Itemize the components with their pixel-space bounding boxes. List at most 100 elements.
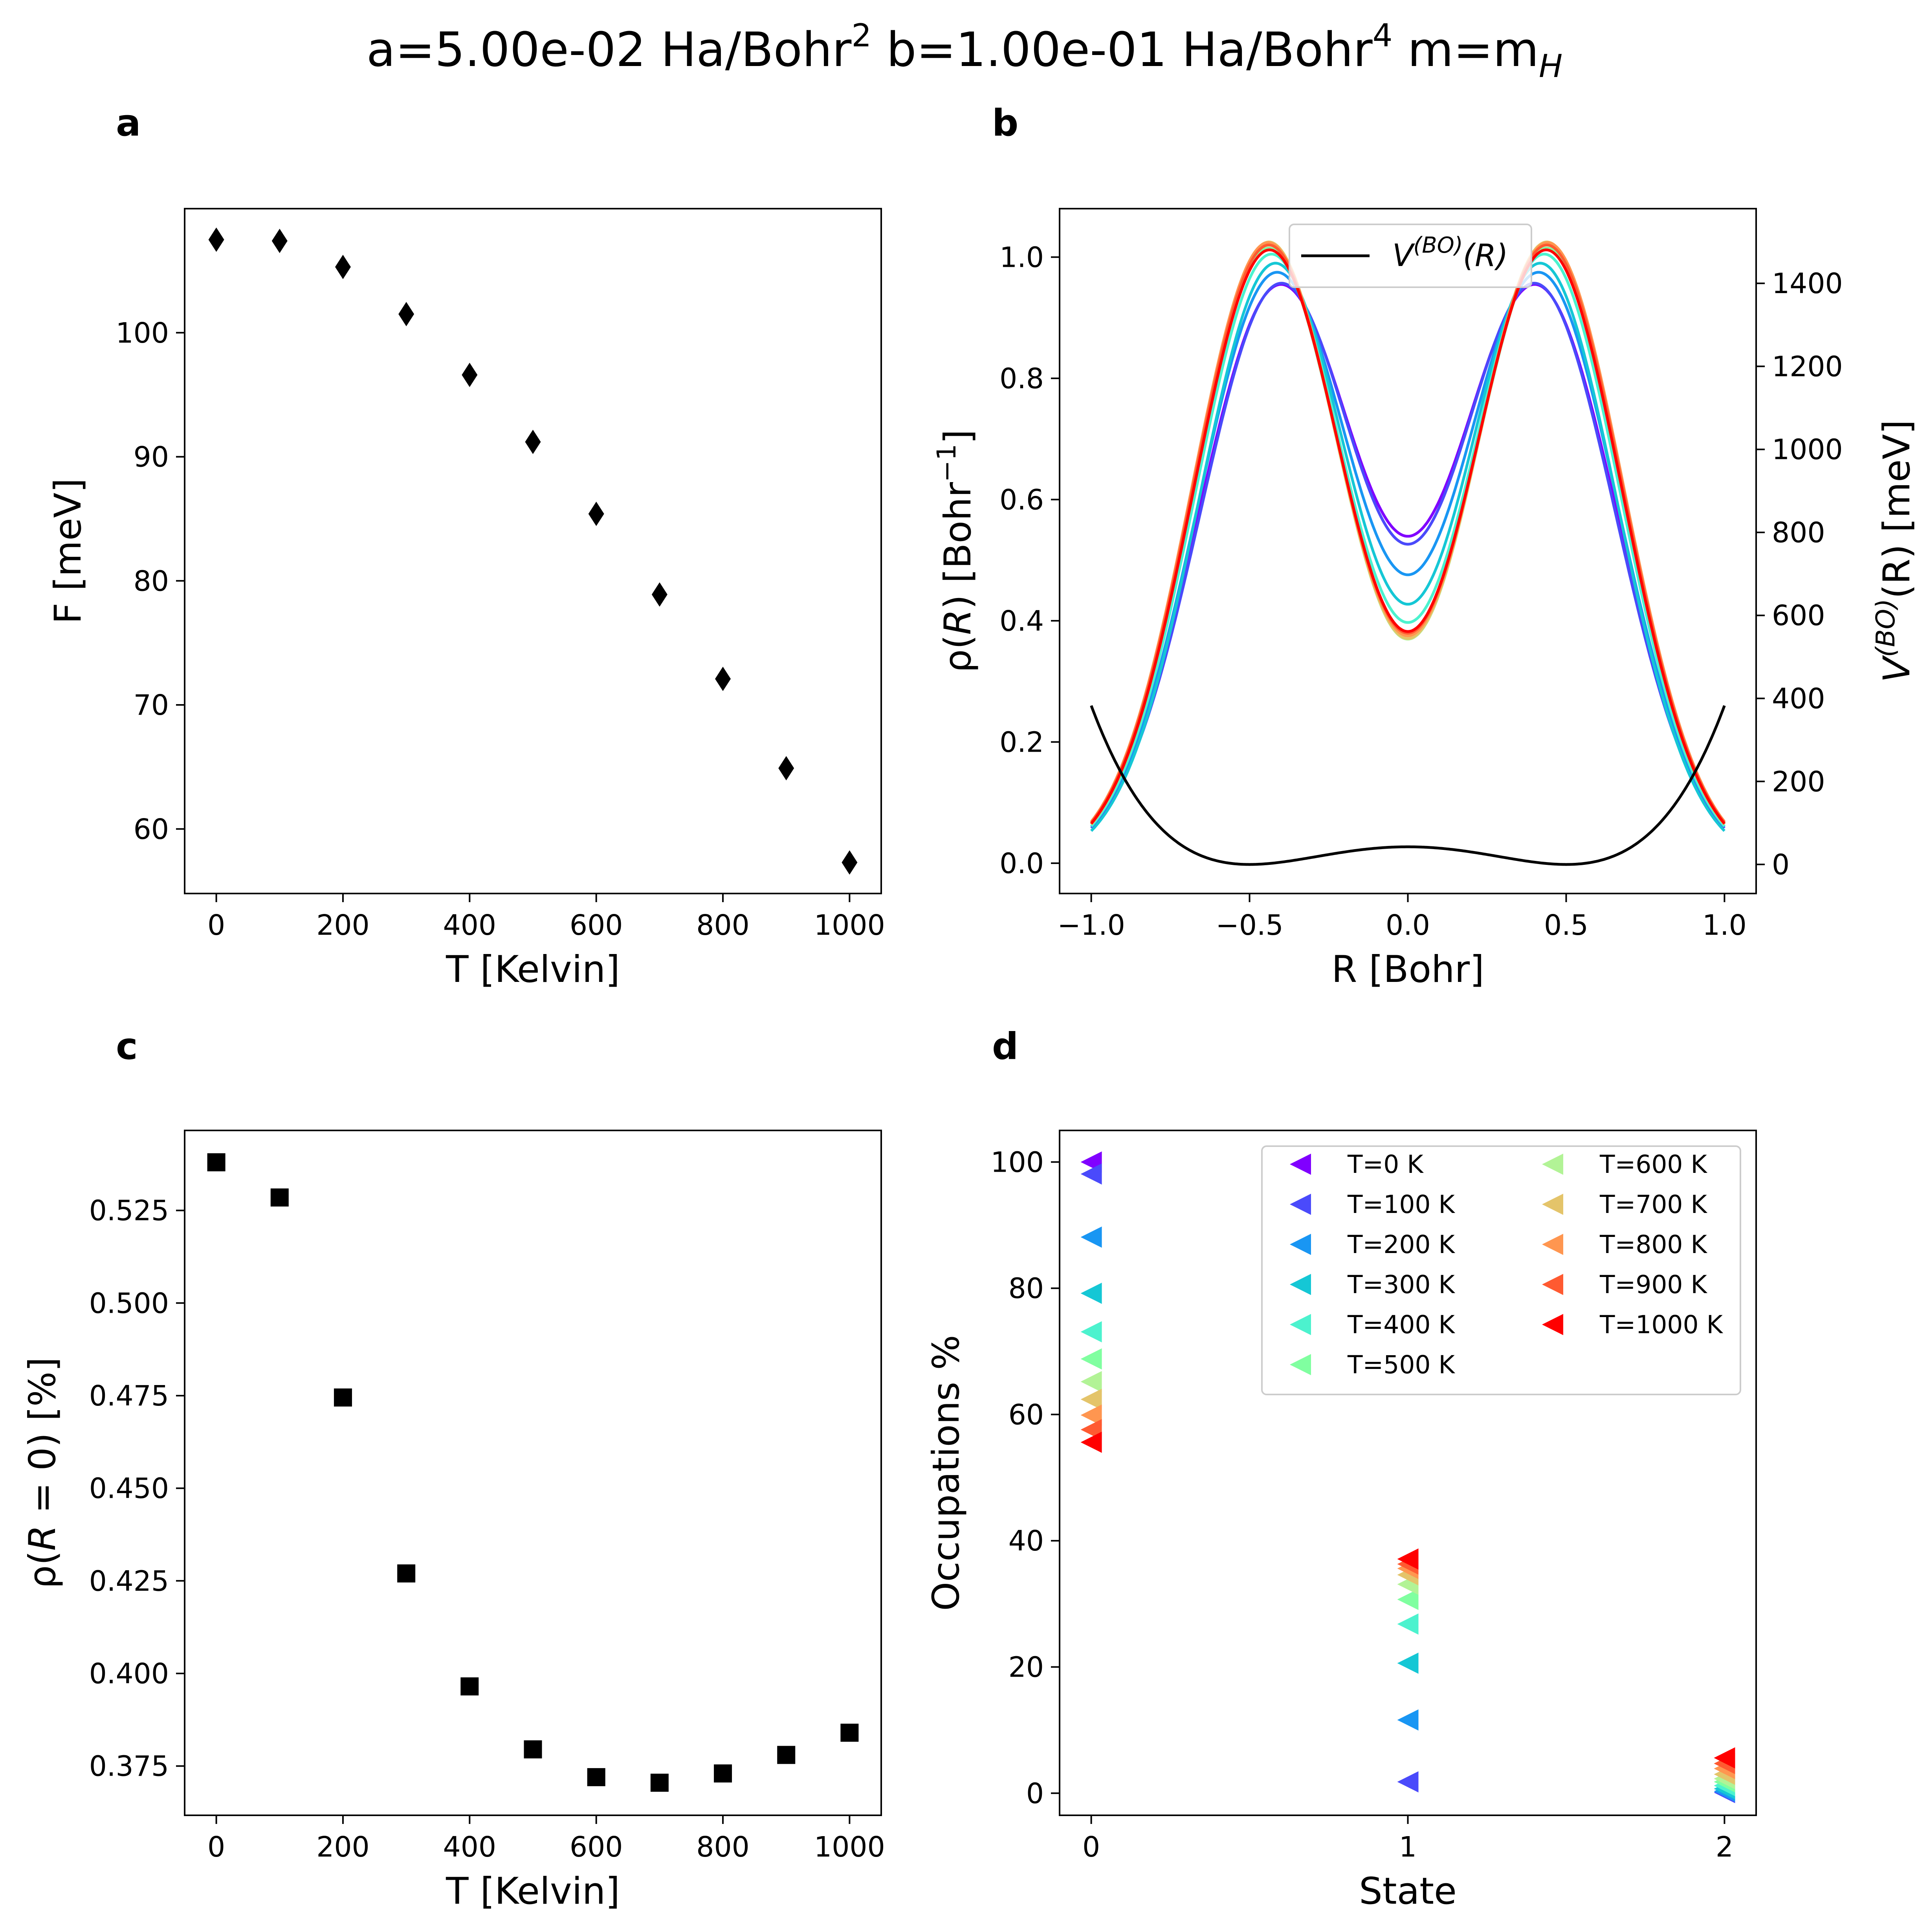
- x-axis-label: State: [1359, 1870, 1457, 1913]
- y-tick-label: 20: [1009, 1651, 1044, 1683]
- y-tick-label: 0.0: [999, 847, 1044, 880]
- data-point-triangle: [1290, 1234, 1311, 1255]
- x-tick-label: 0.5: [1544, 909, 1588, 941]
- x-axis-label: T [Kelvin]: [446, 1870, 620, 1913]
- y-axis-label: ρ(R) [Bohr−1]: [931, 429, 979, 673]
- panel-label: a: [116, 102, 141, 145]
- density-line: [1090, 262, 1725, 832]
- x-tick-label: 0.0: [1386, 909, 1430, 941]
- legend-label: V(BO)(R): [1392, 233, 1508, 273]
- legend-entry-label: T=0 K: [1347, 1150, 1424, 1179]
- data-point-square: [714, 1764, 732, 1783]
- data-point-diamond: [271, 229, 288, 253]
- data-point-triangle: [1080, 1163, 1102, 1185]
- y-tick-label: 0.4: [999, 605, 1044, 637]
- y-axis-label: F [meV]: [47, 478, 90, 624]
- data-point-square: [460, 1677, 479, 1695]
- data-point-triangle: [1542, 1194, 1563, 1215]
- data-point-square: [650, 1774, 669, 1792]
- y-label-part: R: [937, 609, 979, 635]
- data-point-square: [524, 1740, 542, 1759]
- x-tick-label: 800: [696, 909, 750, 941]
- y-tick-label: 100: [116, 317, 169, 349]
- data-point-square: [587, 1768, 605, 1786]
- panel-label: b: [992, 102, 1018, 145]
- data-point-triangle: [1080, 1404, 1102, 1426]
- legend: V(BO)(R): [1289, 224, 1532, 288]
- data-point-triangle: [1397, 1613, 1419, 1635]
- data-point-triangle: [1080, 1348, 1102, 1370]
- y2-tick-label: 800: [1772, 516, 1825, 549]
- x-tick-label: −1.0: [1057, 909, 1125, 941]
- y2-tick-label: 200: [1772, 765, 1825, 798]
- y-tick-label: 0.500: [89, 1287, 169, 1319]
- data-point-triangle: [1542, 1274, 1563, 1295]
- data-point-diamond: [715, 666, 731, 691]
- data-point-square: [207, 1153, 226, 1172]
- y-tick-label: 0.475: [89, 1380, 169, 1412]
- y-label-part: ]: [937, 429, 979, 444]
- panel-a: a 0 200 400 600 800 1000 60 70 80 90 100 T [Kelvin] F…: [47, 102, 885, 991]
- data-point-triangle: [1290, 1354, 1311, 1375]
- legend-entry-label: T=800 K: [1599, 1230, 1708, 1259]
- y-tick-label: 60: [134, 813, 169, 846]
- data-point-diamond: [398, 302, 414, 327]
- y-tick-label: 80: [134, 565, 169, 597]
- density-line: [1090, 282, 1725, 829]
- data-point-diamond: [778, 756, 794, 781]
- data-point-triangle: [1080, 1371, 1102, 1393]
- data-point-triangle: [1542, 1234, 1563, 1255]
- y-tick-label: 0.425: [89, 1565, 169, 1597]
- y-axis-label: ρ(R = 0) [%]: [21, 1357, 64, 1589]
- y-tick-label: 90: [134, 441, 169, 473]
- y-tick-label: 0.450: [89, 1472, 169, 1505]
- data-point-square: [270, 1188, 289, 1207]
- panel-c: c 0 200 400 600 800 1000 0.375 0.400 0.425 0.450 0.…: [21, 1025, 885, 1913]
- x-axis-label: R [Bohr]: [1331, 948, 1484, 991]
- legend-entry-label: T=900 K: [1599, 1270, 1708, 1299]
- legend-entry-label: T=100 K: [1347, 1190, 1456, 1219]
- data-point-triangle: [1397, 1709, 1419, 1731]
- data-point-triangle: [1397, 1771, 1419, 1793]
- x-tick-label: 800: [696, 1831, 750, 1863]
- data-point-diamond: [525, 429, 541, 454]
- x-tick-label: 0: [207, 1831, 225, 1863]
- legend-entry-label: T=300 K: [1347, 1270, 1456, 1299]
- legend-entry-label: T=700 K: [1599, 1190, 1708, 1219]
- data-point-triangle: [1290, 1154, 1311, 1175]
- legend-entry-label: T=500 K: [1347, 1350, 1456, 1379]
- x-tick-label: 2: [1716, 1831, 1733, 1863]
- y-tick-label: 0.6: [999, 483, 1044, 516]
- density-line: [1090, 283, 1726, 826]
- y2-tick-label: 400: [1772, 683, 1825, 715]
- y2-tick-label: 1400: [1772, 267, 1843, 300]
- axes-frame: [184, 208, 882, 894]
- density-line: [1090, 271, 1726, 827]
- y-tick-label: 0.2: [999, 726, 1044, 758]
- data-point-triangle: [1714, 1747, 1735, 1769]
- legend-label-part: V: [1392, 238, 1415, 273]
- panel-label: d: [992, 1025, 1018, 1068]
- density-line: [1090, 253, 1726, 827]
- x-tick-label: 1000: [814, 909, 885, 941]
- legend-entry-label: T=200 K: [1347, 1230, 1456, 1259]
- x-tick-label: 1: [1399, 1831, 1417, 1863]
- data-point-diamond: [651, 582, 667, 607]
- legend-frame: [1261, 1145, 1741, 1395]
- x-axis-label: T [Kelvin]: [446, 948, 620, 991]
- data-point-diamond: [588, 501, 604, 526]
- figure-title: a=5.00e-02 Ha/Bohr2 b=1.00e-01 Ha/Bohr4 …: [367, 17, 1562, 84]
- y2-tick-label: 1200: [1772, 350, 1843, 383]
- legend-entry-label: T=400 K: [1347, 1310, 1456, 1339]
- y2-axis-label: V(BO)(R) [meV]: [1870, 420, 1918, 683]
- legend-label-part: (BO): [1413, 233, 1463, 258]
- data-point-triangle: [1542, 1154, 1563, 1175]
- y-tick-label: 0: [1026, 1777, 1044, 1810]
- x-tick-label: 0: [1082, 1831, 1100, 1863]
- potential-line: [1090, 705, 1726, 866]
- y-tick-label: 100: [990, 1146, 1044, 1178]
- x-tick-label: 600: [570, 1831, 623, 1863]
- data-point-triangle: [1542, 1314, 1563, 1335]
- data-point-square: [397, 1564, 416, 1583]
- y-tick-label: 0.525: [89, 1194, 169, 1227]
